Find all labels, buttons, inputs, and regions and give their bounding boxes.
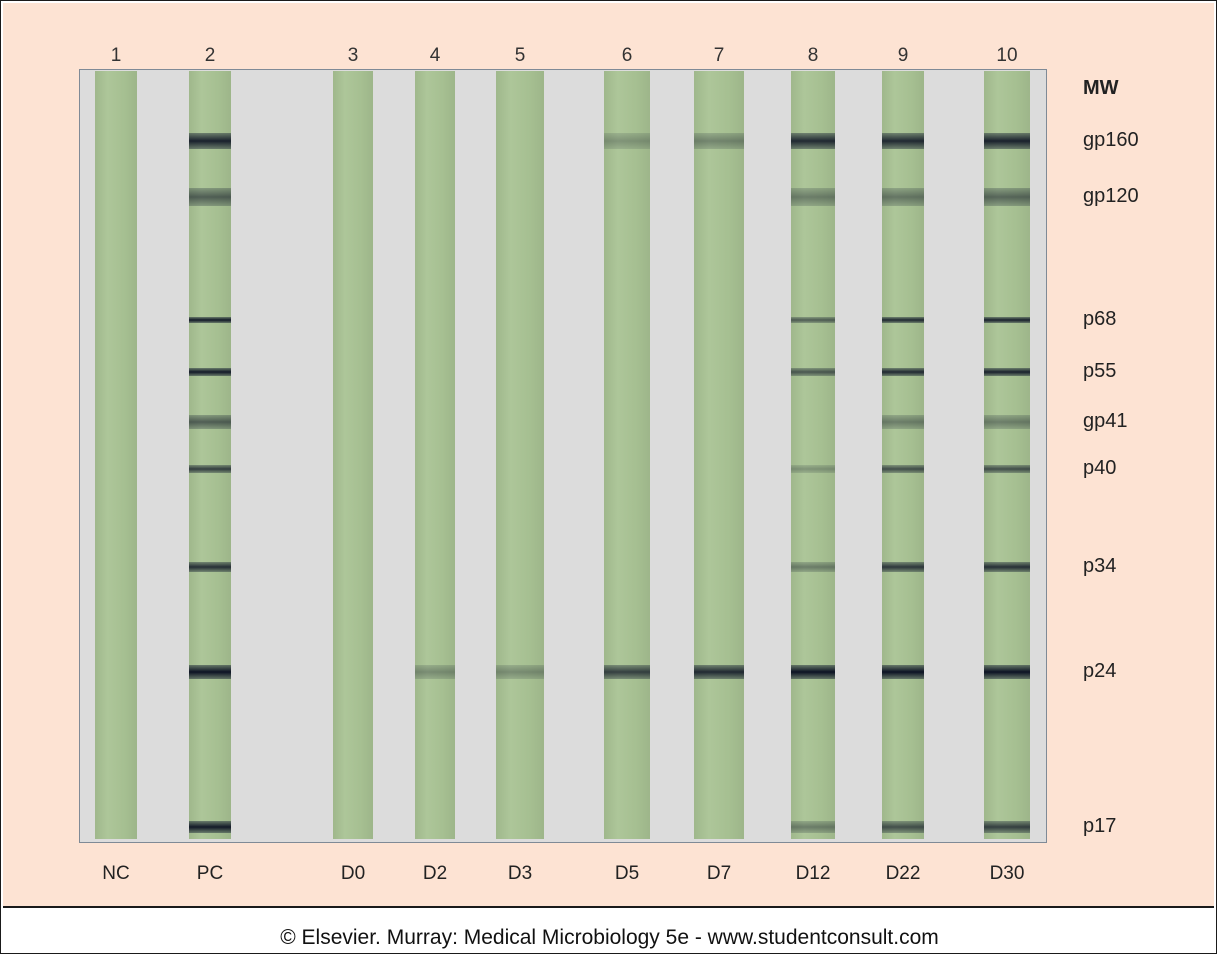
blot-strip xyxy=(694,71,744,839)
blot-strip xyxy=(496,71,544,839)
protein-band xyxy=(189,665,231,679)
protein-band xyxy=(984,562,1030,572)
lane-number: 9 xyxy=(897,45,909,66)
protein-band xyxy=(791,133,835,149)
protein-band xyxy=(882,562,924,572)
lane-label: D5 xyxy=(614,863,640,884)
protein-band xyxy=(189,368,231,376)
blot-strip xyxy=(791,71,835,839)
protein-band xyxy=(791,562,835,572)
protein-band xyxy=(882,665,924,679)
protein-band xyxy=(791,188,835,206)
blot-strip xyxy=(415,71,455,839)
protein-band xyxy=(189,133,231,149)
mw-marker-label: gp120 xyxy=(1083,185,1139,207)
blot-strip xyxy=(604,71,650,839)
lane-label: NC xyxy=(102,863,130,884)
protein-band xyxy=(984,133,1030,149)
protein-band xyxy=(189,188,231,206)
blot-strip xyxy=(189,71,231,839)
protein-band xyxy=(189,415,231,429)
protein-band xyxy=(984,465,1030,473)
protein-band xyxy=(189,465,231,473)
lane-number: 2 xyxy=(204,45,216,66)
lane-label: D12 xyxy=(795,863,831,884)
lane-label: D3 xyxy=(507,863,533,884)
blot-strip xyxy=(984,71,1030,839)
protein-band xyxy=(791,317,835,323)
protein-band xyxy=(984,821,1030,833)
protein-band xyxy=(882,821,924,833)
mw-marker-label: p24 xyxy=(1083,660,1117,682)
blot-strip xyxy=(882,71,924,839)
mw-marker-label: gp160 xyxy=(1083,129,1139,151)
lane-number: 8 xyxy=(807,45,819,66)
protein-band xyxy=(415,665,455,679)
protein-band xyxy=(189,562,231,572)
protein-band xyxy=(791,821,835,833)
protein-band xyxy=(984,368,1030,376)
protein-band xyxy=(882,415,924,429)
protein-band xyxy=(604,133,650,149)
copyright-credit: © Elsevier. Murray: Medical Microbiology… xyxy=(280,926,939,949)
protein-band xyxy=(882,317,924,323)
lane-number: 1 xyxy=(110,45,122,66)
western-blot-panel: 1 2 3 4 5 6 7 8 9 10 NC PC D0 D2 D3 D5 D7 D12 D22 D30 MW g… xyxy=(3,3,1214,908)
protein-band xyxy=(882,188,924,206)
protein-band xyxy=(984,317,1030,323)
mw-marker-label: p40 xyxy=(1083,457,1117,479)
protein-band xyxy=(984,665,1030,679)
protein-band xyxy=(189,317,231,323)
lane-label: D2 xyxy=(422,863,448,884)
protein-band xyxy=(791,465,835,473)
protein-band xyxy=(189,821,231,833)
protein-band xyxy=(496,665,544,679)
lane-number: 3 xyxy=(347,45,359,66)
lane-label: D7 xyxy=(706,863,732,884)
mw-marker-label: p17 xyxy=(1083,815,1117,837)
lane-number: 10 xyxy=(996,45,1018,66)
protein-band xyxy=(984,415,1030,429)
protein-band xyxy=(791,368,835,376)
lane-label: PC xyxy=(196,863,224,884)
lane-label: D0 xyxy=(340,863,366,884)
protein-band xyxy=(882,368,924,376)
lane-number: 7 xyxy=(713,45,725,66)
blot-strip xyxy=(95,71,137,839)
protein-band xyxy=(882,133,924,149)
mw-marker-label: p68 xyxy=(1083,308,1117,330)
mw-marker-label: p34 xyxy=(1083,555,1117,577)
lane-number: 5 xyxy=(514,45,526,66)
lane-label: D30 xyxy=(989,863,1025,884)
lane-label: D22 xyxy=(885,863,921,884)
protein-band xyxy=(694,665,744,679)
blot-strip xyxy=(333,71,373,839)
lane-number: 4 xyxy=(429,45,441,66)
mw-marker-label: gp41 xyxy=(1083,410,1128,432)
protein-band xyxy=(791,665,835,679)
protein-band xyxy=(882,465,924,473)
protein-band xyxy=(984,188,1030,206)
mw-marker-label: p55 xyxy=(1083,360,1117,382)
lane-number: 6 xyxy=(621,45,633,66)
protein-band xyxy=(694,133,744,149)
mw-title: MW xyxy=(1083,77,1119,99)
protein-band xyxy=(604,665,650,679)
